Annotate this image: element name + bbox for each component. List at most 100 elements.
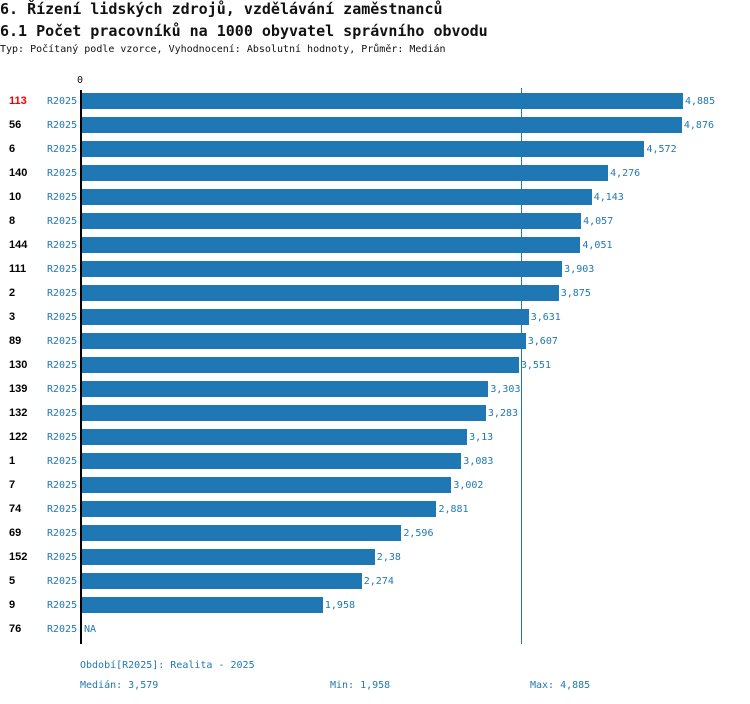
chart-row: 132 R2025 3,283 <box>0 404 750 428</box>
row-id: 122 <box>9 431 28 443</box>
data-label: 2,38 <box>376 552 401 563</box>
chart-row: 130 R2025 3,551 <box>0 356 750 380</box>
data-label: 4,572 <box>646 144 677 155</box>
row-period: R2025 <box>47 288 78 299</box>
data-label: 3,875 <box>560 288 591 299</box>
row-period: R2025 <box>47 168 78 179</box>
row-id: 140 <box>9 167 28 179</box>
row-period: R2025 <box>47 600 78 611</box>
bar <box>82 165 609 181</box>
row-period: R2025 <box>47 504 78 515</box>
bar <box>82 285 559 301</box>
bar <box>82 189 592 205</box>
chart-row: 139 R2025 3,303 <box>0 380 750 404</box>
chart-row: 113 R2025 4,885 <box>0 92 750 116</box>
axis-zero-label: 0 <box>77 75 84 86</box>
median-stat: Medián: 3,579 <box>80 680 159 691</box>
data-label: 4,051 <box>582 240 613 251</box>
row-period: R2025 <box>47 192 78 203</box>
data-label: 4,143 <box>593 192 624 203</box>
bar <box>82 93 683 109</box>
data-label: 3,13 <box>469 432 494 443</box>
data-label: 3,083 <box>463 456 494 467</box>
row-period: R2025 <box>47 408 78 419</box>
chart-row: 7 R2025 3,002 <box>0 476 750 500</box>
row-id: 1 <box>9 455 16 467</box>
data-label: 4,876 <box>683 120 714 131</box>
bar <box>82 453 462 469</box>
row-id: 111 <box>9 263 27 275</box>
data-label: NA <box>84 624 97 635</box>
y-axis-line <box>80 90 82 644</box>
row-id: 144 <box>9 239 28 251</box>
bar <box>82 117 682 133</box>
row-id: 2 <box>9 287 16 299</box>
bar <box>82 429 468 445</box>
indicator-title: 6.1 Počet pracovníků na 1000 obyvatel sp… <box>0 22 488 40</box>
bar <box>82 405 486 421</box>
row-period: R2025 <box>47 240 78 251</box>
row-id: 76 <box>9 623 22 635</box>
row-id: 69 <box>9 527 22 539</box>
min-stat: Min: 1,958 <box>330 680 391 691</box>
data-label: 2,274 <box>363 576 394 587</box>
chart-row: 3 R2025 3,631 <box>0 308 750 332</box>
row-period: R2025 <box>47 384 78 395</box>
bar <box>82 309 529 325</box>
row-id: 10 <box>9 191 22 203</box>
chart-row: 74 R2025 2,881 <box>0 500 750 524</box>
bar <box>82 381 489 397</box>
row-id: 89 <box>9 335 22 347</box>
median-line <box>521 88 523 644</box>
max-stat: Max: 4,885 <box>530 680 591 691</box>
row-period: R2025 <box>47 528 78 539</box>
bar <box>82 549 375 565</box>
chart-row: 144 R2025 4,051 <box>0 236 750 260</box>
chart-row: 69 R2025 2,596 <box>0 524 750 548</box>
bar <box>82 261 563 277</box>
row-period: R2025 <box>47 96 78 107</box>
row-period: R2025 <box>47 120 78 131</box>
row-id: 74 <box>9 503 22 515</box>
data-label: 1,958 <box>324 600 355 611</box>
bar <box>82 477 452 493</box>
row-period: R2025 <box>47 552 78 563</box>
chart-row: 89 R2025 3,607 <box>0 332 750 356</box>
chart-row: 10 R2025 4,143 <box>0 188 750 212</box>
data-label: 3,631 <box>530 312 561 323</box>
period-legend: Období[R2025]: Realita - 2025 <box>80 660 255 671</box>
row-id: 139 <box>9 383 28 395</box>
bar <box>82 213 582 229</box>
row-id: 8 <box>9 215 16 227</box>
type-line: Typ: Počítaný podle vzorce, Vyhodnocení:… <box>0 44 446 55</box>
row-id: 130 <box>9 359 28 371</box>
bar <box>82 357 519 373</box>
chart-row: 122 R2025 3,13 <box>0 428 750 452</box>
row-period: R2025 <box>47 360 78 371</box>
bar <box>82 237 581 253</box>
chart-row: 1 R2025 3,083 <box>0 452 750 476</box>
row-period: R2025 <box>47 144 78 155</box>
bar <box>82 501 437 517</box>
row-id: 113 <box>9 95 27 107</box>
data-label: 3,607 <box>527 336 558 347</box>
chart-row: 9 R2025 1,958 <box>0 596 750 620</box>
page-title: 6. Řízení lidských zdrojů, vzdělávání za… <box>0 0 443 18</box>
row-period: R2025 <box>47 336 78 347</box>
row-period: R2025 <box>47 264 78 275</box>
chart-row: 140 R2025 4,276 <box>0 164 750 188</box>
chart-row: 152 R2025 2,38 <box>0 548 750 572</box>
data-label: 3,551 <box>520 360 551 371</box>
data-label: 3,002 <box>453 480 484 491</box>
row-id: 5 <box>9 575 16 587</box>
row-period: R2025 <box>47 624 78 635</box>
chart-row: 8 R2025 4,057 <box>0 212 750 236</box>
data-label: 4,276 <box>610 168 641 179</box>
row-period: R2025 <box>47 312 78 323</box>
data-label: 4,057 <box>583 216 614 227</box>
data-label: 3,283 <box>487 408 519 419</box>
row-id: 9 <box>9 599 16 611</box>
bar <box>82 333 526 349</box>
bar <box>82 573 362 589</box>
row-id: 56 <box>9 119 22 131</box>
